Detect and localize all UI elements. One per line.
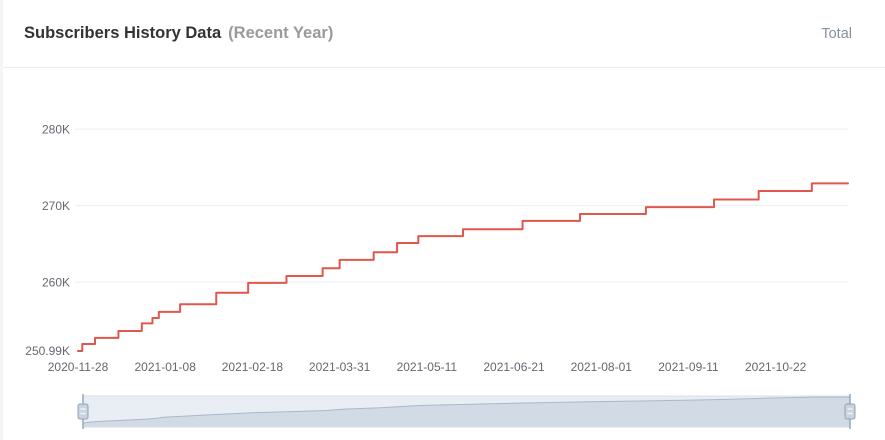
x-tick-label: 2021-10-22 bbox=[745, 360, 807, 374]
x-tick-label: 2021-05-11 bbox=[397, 360, 458, 374]
datazoom-shadow-line bbox=[82, 396, 850, 424]
y-tick-label: 270K bbox=[42, 199, 70, 213]
x-tick-label: 2021-08-01 bbox=[571, 360, 633, 374]
page-title: Subscribers History Data bbox=[24, 24, 222, 42]
x-tick-label: 2021-03-31 bbox=[309, 360, 371, 374]
x-tick-label: 2021-02-18 bbox=[222, 360, 284, 374]
datazoom-right-handle[interactable] bbox=[844, 394, 856, 429]
y-tick-label: 280K bbox=[42, 122, 70, 136]
y-tick-label: 250.99K bbox=[25, 344, 70, 358]
datazoom-shadow-area bbox=[83, 397, 850, 427]
series-line-total bbox=[77, 182, 849, 352]
y-tick-label: 260K bbox=[42, 275, 70, 289]
handle-grip-icon bbox=[77, 403, 89, 420]
x-tick-label: 2020-11-28 bbox=[48, 360, 109, 374]
x-tick-label: 2021-01-08 bbox=[135, 360, 197, 374]
handle-grip-icon bbox=[844, 403, 856, 420]
page-subtitle: (Recent Year) bbox=[228, 24, 334, 42]
chart-title-group: Subscribers History Data (Recent Year) bbox=[24, 24, 333, 43]
y-gridlines bbox=[75, 128, 848, 283]
page-left-edge bbox=[0, 0, 3, 440]
y-axis-labels: 250.99K 260K 270K 280K bbox=[25, 122, 70, 358]
legend-item-total[interactable]: Total bbox=[821, 25, 852, 42]
card-header: Subscribers History Data (Recent Year) T… bbox=[0, 0, 885, 68]
x-tick-label: 2021-09-11 bbox=[658, 360, 719, 374]
datazoom-left-handle[interactable] bbox=[77, 394, 89, 429]
x-axis-labels: 2020-11-28 2021-01-08 2021-02-18 2021-03-31… bbox=[48, 360, 807, 374]
x-tick-label: 2021-06-21 bbox=[483, 360, 545, 374]
datazoom-slider[interactable] bbox=[77, 394, 856, 429]
